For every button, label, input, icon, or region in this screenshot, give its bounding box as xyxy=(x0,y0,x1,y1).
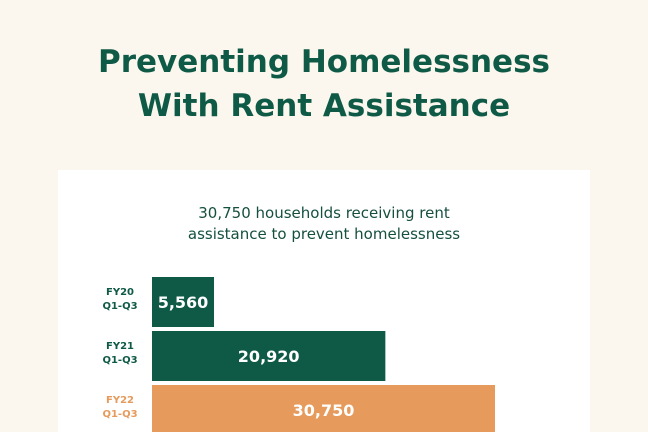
bar-value-label-2: 30,750 xyxy=(293,401,355,420)
bar-chart: 5,560 FY20 Q1-Q3 20,920 FY21 Q1-Q3 30,750 FY22 Q… xyxy=(102,277,495,432)
chart-subtitle-line-1: 30,750 households receiving rent xyxy=(198,204,450,222)
category-label-1: FY21 Q1-Q3 xyxy=(102,341,137,366)
category-label-0-line-0: FY20 xyxy=(106,287,134,298)
page-title-line-2: With Rent Assistance xyxy=(137,88,511,124)
bar-1 xyxy=(152,331,386,381)
page-title: Preventing Homelessness With Rent Assist… xyxy=(0,40,648,128)
category-label-2-line-0: FY22 xyxy=(106,395,134,406)
chart-subtitle-line-2: assistance to prevent homelessness xyxy=(187,225,461,243)
bar-value-label-0: 5,560 xyxy=(158,293,209,312)
category-label-0: FY20 Q1-Q3 xyxy=(102,287,137,312)
category-label-2: FY22 Q1-Q3 xyxy=(102,395,137,420)
chart-subtitle: 30,750 households receiving rent assista… xyxy=(58,203,590,245)
chart-card: 30,750 households receiving rent assista… xyxy=(58,170,590,432)
category-label-2-line-1: Q1-Q3 xyxy=(102,409,137,420)
page-title-line-1: Preventing Homelessness xyxy=(98,44,550,80)
bar-value-label-1: 20,920 xyxy=(238,347,300,366)
category-label-0-line-1: Q1-Q3 xyxy=(102,301,137,312)
category-label-1-line-0: FY21 xyxy=(106,341,134,352)
bar-0 xyxy=(152,277,215,327)
category-label-1-line-1: Q1-Q3 xyxy=(102,355,137,366)
bar-2 xyxy=(152,385,495,432)
